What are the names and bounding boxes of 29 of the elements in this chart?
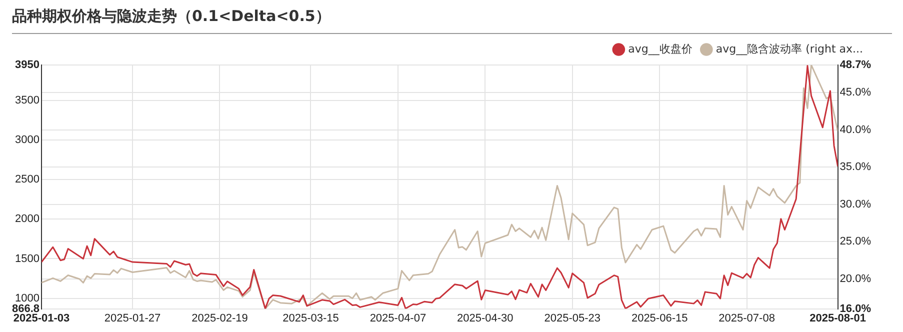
- y-tick-label: 3950: [15, 59, 40, 72]
- legend-label: avg__收盘价: [628, 42, 692, 56]
- y-tick-label: 1500: [15, 252, 40, 265]
- y-tick-label: 2500: [15, 174, 40, 186]
- y-tick-label: 3000: [15, 134, 40, 146]
- y2-tick-label: 16.0%: [840, 302, 872, 315]
- x-tick-label: 2025-05-23: [544, 312, 601, 324]
- x-tick-label: 2025-08-01: [810, 312, 866, 324]
- x-tick-label: 2025-03-15: [282, 312, 339, 324]
- x-tick-label: 2025-04-07: [370, 312, 426, 324]
- y-tick-label: 2000: [15, 213, 40, 226]
- x-tick-label: 2025-01-03: [13, 312, 70, 324]
- x-tick-label: 2025-02-19: [192, 312, 248, 324]
- y2-tick-label: 20.0%: [840, 273, 872, 286]
- x-tick-label: 2025-04-30: [457, 312, 514, 324]
- y-tick-label: 866.8: [12, 302, 40, 315]
- y2-tick-label: 25.0%: [840, 236, 872, 248]
- x-tick-label: 2025-01-27: [104, 312, 161, 324]
- chart-title: 品种期权价格与隐波走势（0.1<Delta<0.5）: [12, 7, 892, 34]
- y2-tick-label: 30.0%: [840, 198, 872, 210]
- y2-tick-label: 48.7%: [840, 59, 872, 72]
- y2-tick-label: 40.0%: [840, 124, 872, 136]
- x-tick-label: 2025-06-15: [631, 312, 688, 324]
- legend-label: avg__隐含波动率 (right ax...: [716, 42, 864, 56]
- y2-tick-label: 45.0%: [840, 86, 872, 99]
- y-tick-label: 1000: [15, 292, 40, 304]
- x-tick-label: 2025-07-08: [718, 312, 775, 324]
- y2-tick-label: 35.0%: [840, 161, 872, 174]
- y-tick-label: 3500: [15, 94, 40, 107]
